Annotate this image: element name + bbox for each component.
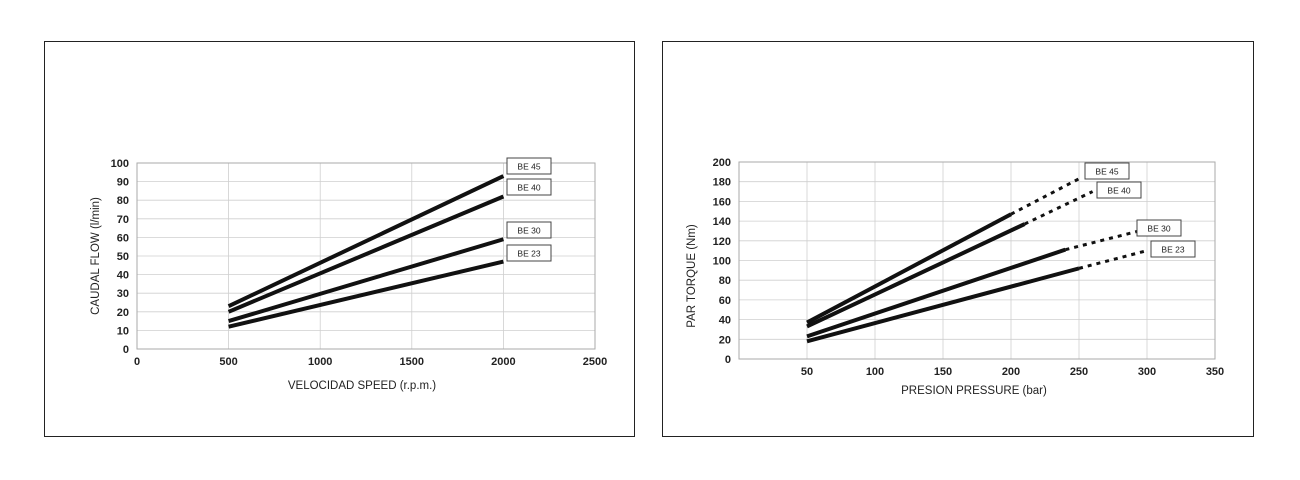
y-tick-label: 20 <box>719 334 731 346</box>
plot-area <box>738 161 1216 360</box>
x-tick-label: 150 <box>934 366 952 378</box>
series-label-text: BE 23 <box>1161 245 1184 255</box>
series-label-text: BE 45 <box>1095 167 1118 177</box>
grid-lines <box>739 161 1216 360</box>
series-line-be40 <box>227 194 505 314</box>
series-extension-be40 <box>1023 190 1094 226</box>
y-tick-label: 60 <box>117 232 129 244</box>
x-tick-label: 500 <box>219 356 237 368</box>
y-axis-title: PAR TORQUE (Nm) <box>686 224 698 328</box>
x-tick-label: 2000 <box>491 356 515 368</box>
series-line-be23 <box>228 259 504 329</box>
series-extension-be30 <box>1065 227 1148 252</box>
series-label-be40: BE 40 <box>1096 181 1142 199</box>
x-tick-label: 1000 <box>308 356 332 368</box>
y-tick-label: 10 <box>117 325 129 337</box>
series-label-box <box>506 244 552 262</box>
y-tick-label: 80 <box>719 275 731 287</box>
series-label-text: BE 45 <box>517 162 540 172</box>
series-line-be45 <box>227 174 505 309</box>
y-tick-label: 160 <box>713 196 731 208</box>
x-tick-label: 300 <box>1138 366 1156 378</box>
series-line-be23 <box>806 266 1080 344</box>
x-tick-label: 100 <box>866 366 884 378</box>
series-line-be30 <box>228 237 504 324</box>
flow-chart-panel: 0 10 20 30 40 50 60 70 80 90 100 0 500 1000 1500 2000 25… <box>44 41 635 437</box>
x-axis-title: PRESION PRESSURE (bar) <box>901 385 1047 397</box>
y-tick-label: 70 <box>117 214 129 226</box>
series-label-text: BE 30 <box>517 226 540 236</box>
series-label-be45: BE 45 <box>1084 162 1130 180</box>
y-tick-label: 80 <box>117 195 129 207</box>
series-label-be30: BE 30 <box>506 221 552 239</box>
series-label-text: BE 40 <box>517 183 540 193</box>
series-label-box <box>506 221 552 239</box>
series-line-be45 <box>806 212 1012 325</box>
x-tick-label: 200 <box>1002 366 1020 378</box>
x-axis-title: VELOCIDAD SPEED (r.p.m.) <box>288 380 436 392</box>
y-tick-label: 40 <box>719 315 731 327</box>
x-tick-label: 1500 <box>400 356 424 368</box>
x-tick-label: 0 <box>134 356 140 368</box>
y-tick-label: 100 <box>111 158 129 170</box>
torque-chart-panel: 0 20 40 60 80 100 120 140 160 180 200 50 100 150 200 25… <box>662 41 1254 437</box>
series-label-text: BE 40 <box>1107 186 1130 196</box>
x-tick-label: 250 <box>1070 366 1088 378</box>
y-tick-label: 40 <box>117 270 129 282</box>
y-tick-label: 60 <box>719 295 731 307</box>
plot-area <box>136 162 596 350</box>
y-tick-label: 0 <box>725 354 731 366</box>
series-extension-be23 <box>1078 249 1148 270</box>
series-label-box <box>1136 219 1182 237</box>
torque-chart: 0 20 40 60 80 100 120 140 160 180 200 50 100 150 200 25… <box>686 157 1224 397</box>
series-line-be40 <box>806 222 1026 329</box>
series-label-be23: BE 23 <box>1150 240 1196 258</box>
y-axis-title: CAUDAL FLOW (l/min) <box>90 197 102 315</box>
series-label-text: BE 30 <box>1147 224 1170 234</box>
y-tick-label: 120 <box>713 236 731 248</box>
series-label-be45: BE 45 <box>506 157 552 175</box>
series-label-text: BE 23 <box>517 249 540 259</box>
series-label-be30: BE 30 <box>1136 219 1182 237</box>
y-tick-label: 200 <box>713 157 731 169</box>
y-tick-label: 180 <box>713 177 731 189</box>
y-tick-label: 20 <box>117 307 129 319</box>
x-tick-label: 350 <box>1206 366 1224 378</box>
series-label-be23: BE 23 <box>506 244 552 262</box>
y-tick-label: 0 <box>123 344 129 356</box>
y-tick-label: 30 <box>117 288 129 300</box>
x-tick-label: 2500 <box>583 356 607 368</box>
series-extension-be45 <box>1010 177 1080 216</box>
series-label-box <box>506 157 552 175</box>
y-tick-label: 50 <box>117 251 129 263</box>
series-label-box <box>1150 240 1196 258</box>
y-tick-label: 100 <box>713 256 731 268</box>
series-label-box <box>506 178 552 196</box>
series-label-box <box>1084 162 1130 180</box>
y-tick-label: 90 <box>117 177 129 189</box>
series-label-be40: BE 40 <box>506 178 552 196</box>
series-line-be30 <box>806 247 1067 339</box>
series-label-box <box>1096 181 1142 199</box>
x-tick-label: 50 <box>801 366 813 378</box>
y-tick-label: 140 <box>713 216 731 228</box>
